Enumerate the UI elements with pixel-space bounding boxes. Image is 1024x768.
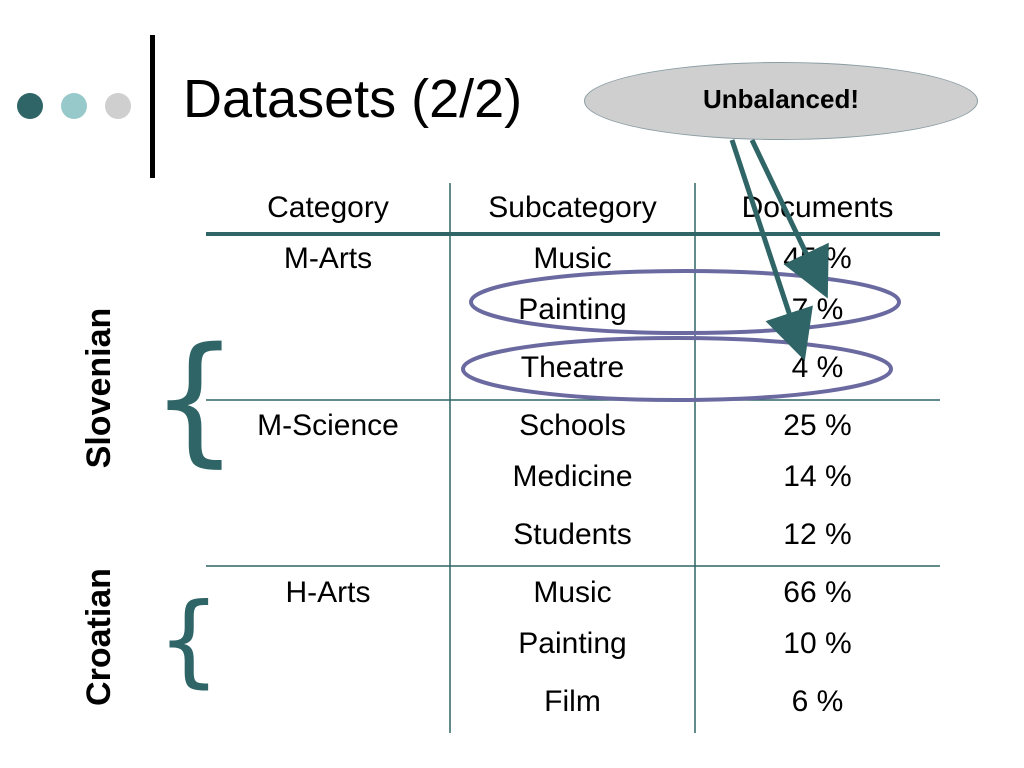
cell-documents: 4 %: [791, 351, 844, 384]
bullet-dot-light: [61, 93, 87, 119]
cell-subcategory: Music: [533, 576, 612, 609]
cell-documents: 10 %: [783, 627, 852, 660]
bullet-dot-dark: [17, 93, 43, 119]
callout-text: Unbalanced!: [702, 84, 860, 114]
cell-subcategory: Painting: [518, 293, 627, 326]
cell-category: M-Arts: [283, 242, 373, 275]
header-documents: Documents: [741, 191, 894, 224]
cell-subcategory: Theatre: [520, 351, 625, 384]
cell-documents: 6 %: [791, 685, 844, 718]
brace-slovenian: {: [150, 318, 240, 481]
cell-subcategory: Students: [513, 518, 632, 551]
cell-subcategory: Film: [544, 685, 601, 718]
cell-subcategory: Schools: [519, 409, 626, 442]
bullet-dot-gray: [105, 93, 131, 119]
brace-croatian: {: [157, 581, 221, 698]
header-subcategory: Subcategory: [488, 191, 657, 224]
group-label-slovenian: Slovenian: [80, 307, 118, 469]
group-label-croatian: Croatian: [80, 568, 118, 706]
cell-documents: 45 %: [783, 242, 852, 275]
cell-documents: 12 %: [783, 518, 852, 551]
cell-subcategory: Painting: [518, 627, 627, 660]
cell-category: M-Science: [257, 409, 399, 442]
cell-category: H-Arts: [285, 576, 371, 609]
cell-subcategory: Medicine: [512, 460, 633, 493]
cell-documents: 25 %: [783, 409, 852, 442]
cell-subcategory: Music: [533, 242, 612, 275]
slide-title: Datasets (2/2): [183, 69, 523, 129]
title-divider: [150, 35, 155, 178]
cell-documents: 66 %: [783, 576, 852, 609]
cell-documents: 14 %: [783, 460, 852, 493]
cell-documents: 7 %: [791, 293, 844, 326]
header-category: Category: [267, 191, 389, 224]
callout-bubble: [584, 62, 978, 140]
